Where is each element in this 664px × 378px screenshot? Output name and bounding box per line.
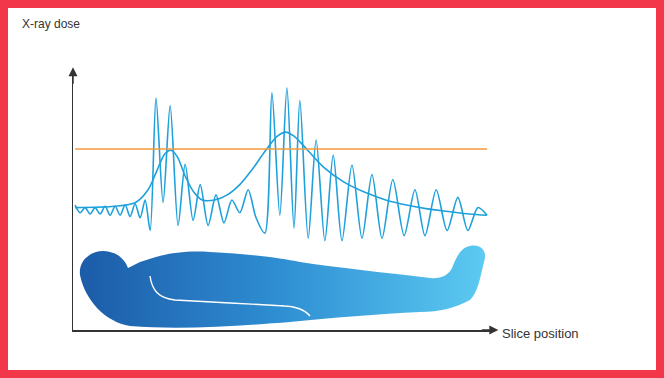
svg-text:Slice position: Slice position (502, 326, 579, 341)
svg-text:X-ray dose: X-ray dose (22, 17, 80, 31)
